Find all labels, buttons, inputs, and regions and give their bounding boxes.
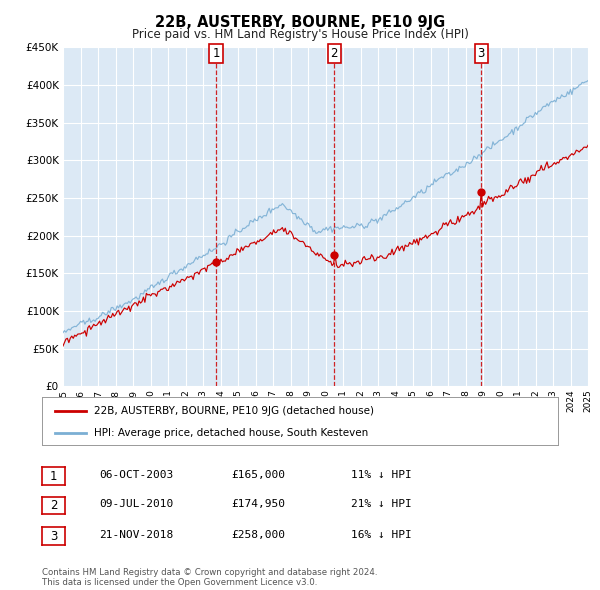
Text: 21% ↓ HPI: 21% ↓ HPI <box>351 500 412 509</box>
Text: 16% ↓ HPI: 16% ↓ HPI <box>351 530 412 540</box>
Text: 2: 2 <box>50 499 57 512</box>
Text: 21-NOV-2018: 21-NOV-2018 <box>99 530 173 540</box>
Text: Contains HM Land Registry data © Crown copyright and database right 2024.
This d: Contains HM Land Registry data © Crown c… <box>42 568 377 587</box>
Text: 22B, AUSTERBY, BOURNE, PE10 9JG (detached house): 22B, AUSTERBY, BOURNE, PE10 9JG (detache… <box>94 405 374 415</box>
Text: 2: 2 <box>331 47 338 60</box>
Text: 11% ↓ HPI: 11% ↓ HPI <box>351 470 412 480</box>
Text: 22B, AUSTERBY, BOURNE, PE10 9JG: 22B, AUSTERBY, BOURNE, PE10 9JG <box>155 15 445 30</box>
Text: 09-JUL-2010: 09-JUL-2010 <box>99 500 173 509</box>
Text: £258,000: £258,000 <box>231 530 285 540</box>
Text: 3: 3 <box>478 47 485 60</box>
Text: 1: 1 <box>50 470 57 483</box>
Text: £174,950: £174,950 <box>231 500 285 509</box>
Text: 06-OCT-2003: 06-OCT-2003 <box>99 470 173 480</box>
Text: £165,000: £165,000 <box>231 470 285 480</box>
Text: HPI: Average price, detached house, South Kesteven: HPI: Average price, detached house, Sout… <box>94 428 368 438</box>
Text: Price paid vs. HM Land Registry's House Price Index (HPI): Price paid vs. HM Land Registry's House … <box>131 28 469 41</box>
Text: 3: 3 <box>50 530 57 543</box>
Text: 1: 1 <box>212 47 220 60</box>
